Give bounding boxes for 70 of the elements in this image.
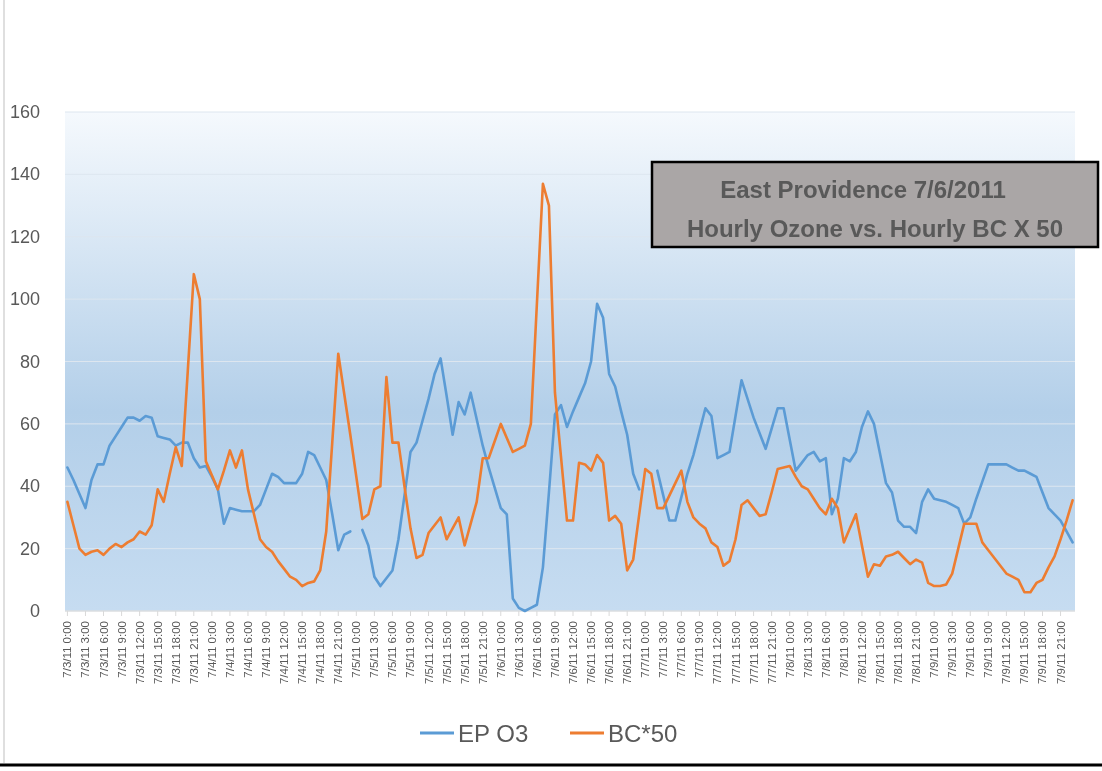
x-tick-label: 7/8/11 12:00 <box>855 621 868 685</box>
line-series <box>66 182 1074 594</box>
x-tick-label: 7/3/11 12:00 <box>133 621 146 685</box>
x-tick-label: 7/7/11 21:00 <box>765 621 778 685</box>
x-tick-label: 7/8/11 9:00 <box>837 621 850 678</box>
x-tick-label: 7/5/11 15:00 <box>440 621 453 685</box>
y-tick-label: 120 <box>9 226 40 247</box>
x-tick-label: 7/9/11 3:00 <box>946 621 959 678</box>
y-tick-label: 0 <box>29 601 40 621</box>
x-tick-label: 7/6/11 9:00 <box>548 621 561 678</box>
x-tick-label: 7/5/11 3:00 <box>368 621 381 678</box>
x-tick-label: 7/8/11 3:00 <box>801 621 814 678</box>
legend-label: BC*50 <box>608 720 678 747</box>
y-tick-label: 80 <box>19 351 40 372</box>
x-tick-label: 7/6/11 6:00 <box>530 621 543 678</box>
x-tick-label: 7/4/11 9:00 <box>260 621 273 678</box>
x-tick-label: 7/6/11 18:00 <box>603 621 616 685</box>
x-tick-label: 7/4/11 21:00 <box>332 621 345 685</box>
x-tick-label: 7/7/11 15:00 <box>729 621 742 685</box>
x-tick-label: 7/7/11 0:00 <box>639 621 652 678</box>
x-tick-label: 7/4/11 18:00 <box>314 621 327 685</box>
x-tick-label: 7/7/11 9:00 <box>693 621 706 678</box>
x-tick-label: 7/8/11 6:00 <box>819 621 832 678</box>
y-tick-label: 60 <box>19 413 40 434</box>
text: Hourly Ozone vs. Hourly BC X 50 <box>686 215 1064 242</box>
x-tick-label: 7/9/11 0:00 <box>928 621 941 678</box>
y-tick-label: 20 <box>19 538 40 559</box>
x-tick-label: 7/4/11 12:00 <box>278 621 291 685</box>
x-tick-label: 7/5/11 6:00 <box>386 621 399 678</box>
x-tick-label: 7/9/11 12:00 <box>1000 621 1013 685</box>
x-tick-label: 7/9/11 15:00 <box>1018 621 1031 685</box>
x-tick-label: 7/5/11 9:00 <box>404 621 417 678</box>
y-tick-label: 140 <box>9 164 40 185</box>
x-tick-label: 7/8/11 18:00 <box>892 621 905 685</box>
x-tick-label: 7/9/11 21:00 <box>1054 621 1067 685</box>
x-tick-label: 7/8/11 15:00 <box>873 621 886 685</box>
x-tick-label: 7/4/11 15:00 <box>296 621 309 685</box>
y-tick-label: 160 <box>9 102 40 122</box>
x-tick-label: 7/3/11 9:00 <box>115 621 128 678</box>
x-tick-label: 7/9/11 9:00 <box>982 621 995 678</box>
x-tick-label: 7/6/11 21:00 <box>621 621 634 685</box>
x-tick-label: 7/5/11 21:00 <box>476 621 489 685</box>
x-tick-label: 7/9/11 18:00 <box>1036 621 1049 685</box>
x-tick-label: 7/5/11 18:00 <box>458 621 471 685</box>
x-tick-label: 7/3/11 6:00 <box>97 621 110 678</box>
x-tick-label: 7/4/11 6:00 <box>241 621 254 678</box>
y-tick-label: 40 <box>19 476 40 497</box>
text: East Providence 7/6/2011 <box>720 176 1006 203</box>
x-tick-label: 7/4/11 3:00 <box>223 621 236 678</box>
x-tick-label: 7/8/11 0:00 <box>783 621 796 678</box>
x-tick-label: 7/4/11 0:00 <box>205 621 218 678</box>
y-tick-label: 100 <box>9 289 40 310</box>
x-tick-label: 7/3/11 18:00 <box>169 621 182 685</box>
x-tick-label: 7/7/11 18:00 <box>747 621 760 685</box>
x-tick-label: 7/9/11 6:00 <box>964 621 977 678</box>
x-tick-label: 7/3/11 15:00 <box>151 621 164 685</box>
x-tick-label: 7/6/11 0:00 <box>494 621 507 678</box>
x-tick-label: 7/7/11 3:00 <box>657 621 670 678</box>
x-tick-label: 7/5/11 12:00 <box>422 621 435 685</box>
x-tick-label: 7/7/11 12:00 <box>711 621 724 685</box>
x-tick-label: 7/6/11 15:00 <box>585 621 598 685</box>
x-tick-label: 7/3/11 3:00 <box>79 621 92 678</box>
x-tick-label: 7/3/11 21:00 <box>187 621 200 685</box>
x-tick-label: 7/3/11 0:00 <box>61 621 74 678</box>
x-tick-label: 7/8/11 21:00 <box>910 621 923 685</box>
x-tick-label: 7/6/11 3:00 <box>512 621 525 678</box>
x-tick-label: 7/6/11 12:00 <box>567 621 580 685</box>
legend-label: EP O3 <box>458 720 529 747</box>
x-tick-label: 7/7/11 6:00 <box>675 621 688 678</box>
x-tick-label: 7/5/11 0:00 <box>350 621 363 678</box>
